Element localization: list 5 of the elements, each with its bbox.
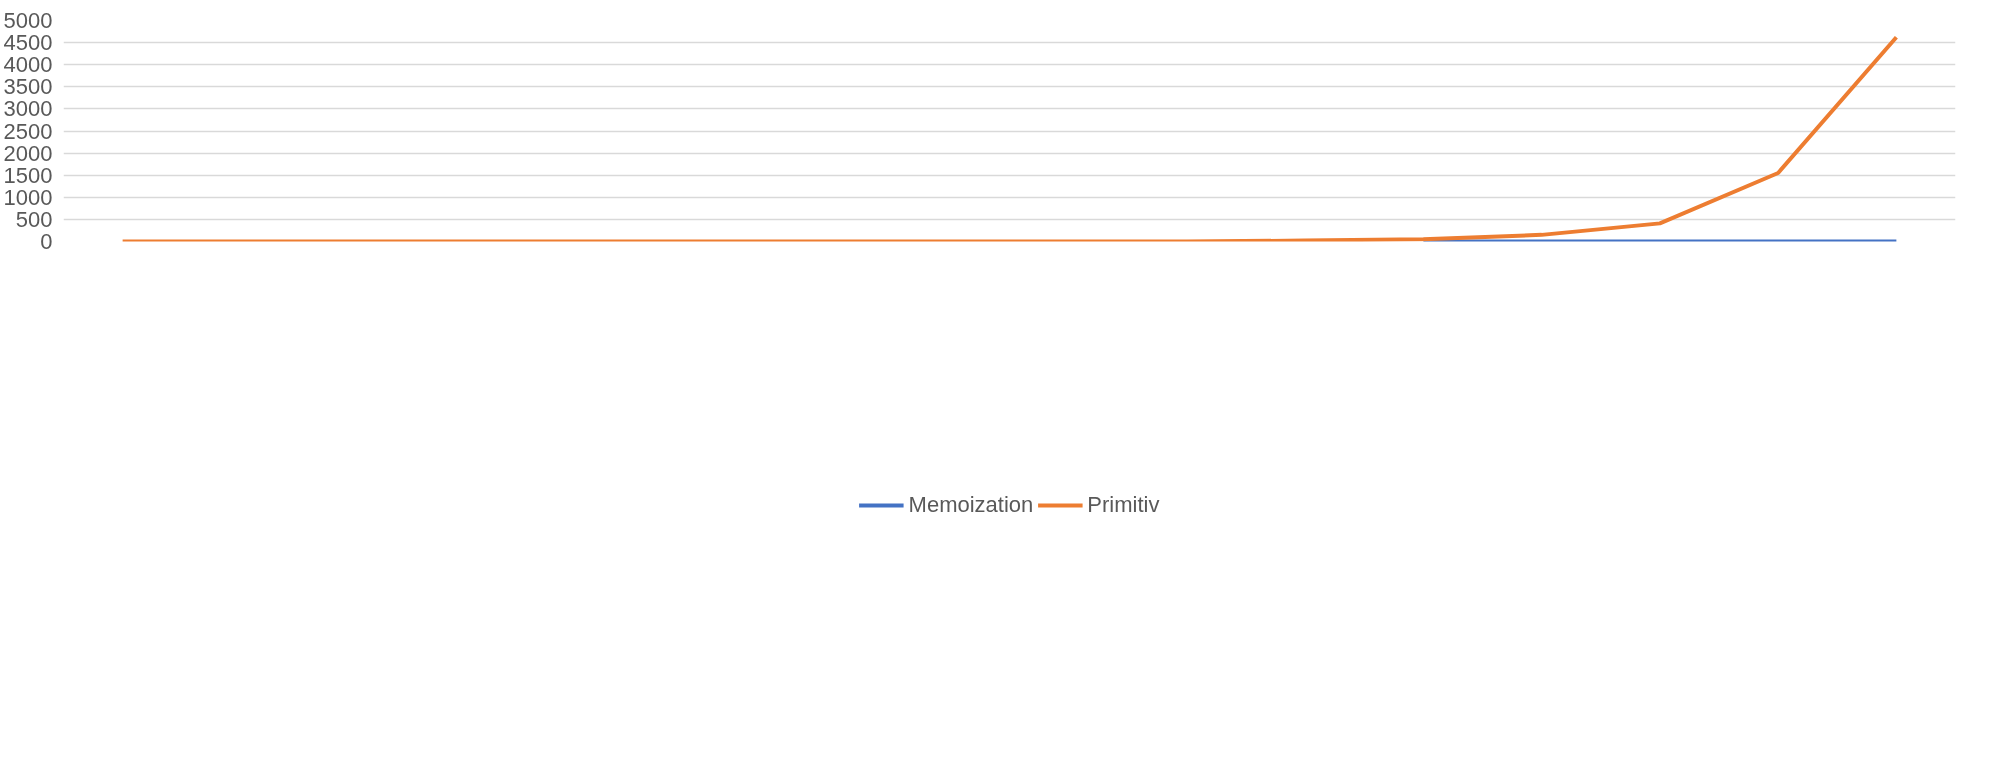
y-tick-label: 0 [40,229,53,254]
legend-label: Memoization [908,492,1034,518]
legend-label: Primitiv [1087,492,1160,518]
y-tick-label: 5000 [3,8,53,33]
line-series [120,35,1899,242]
